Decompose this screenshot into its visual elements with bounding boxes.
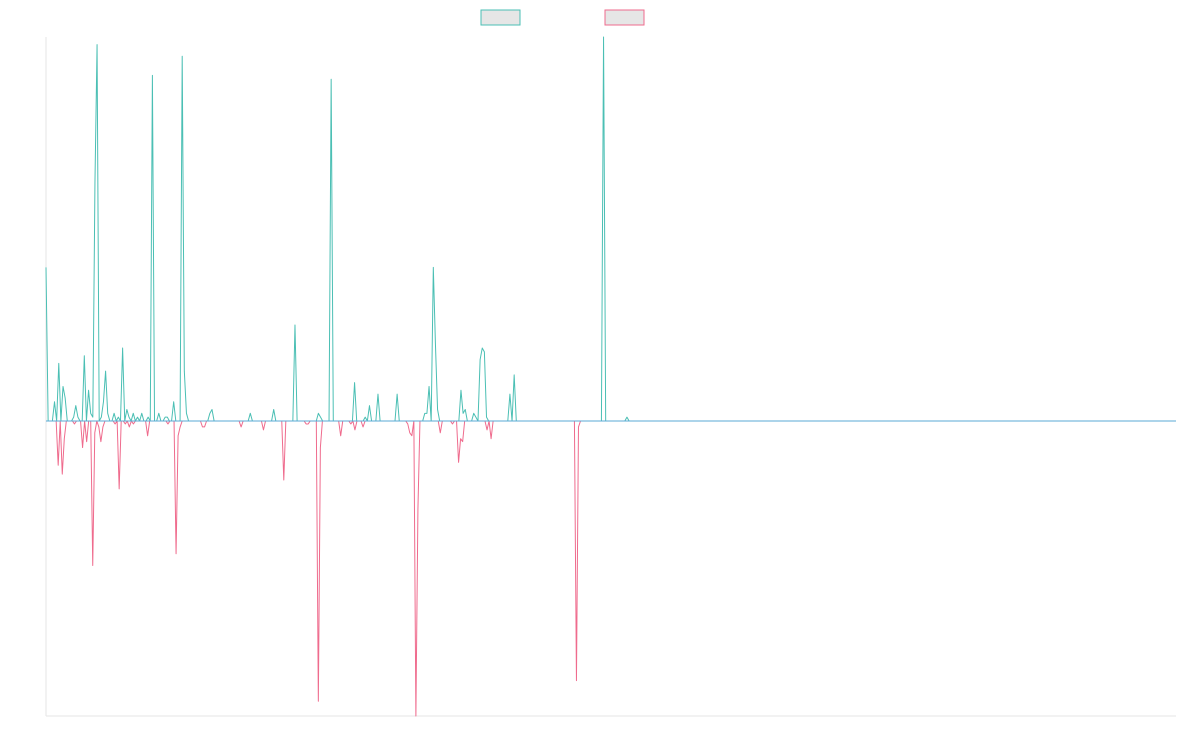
legend-swatch-series-1[interactable] — [480, 9, 521, 26]
series-line-2 — [46, 420, 1176, 717]
legend[interactable] — [480, 9, 645, 26]
series-line-1 — [45, 36, 1176, 422]
legend-swatch-series-2[interactable] — [604, 9, 645, 26]
series-group — [45, 36, 1176, 717]
